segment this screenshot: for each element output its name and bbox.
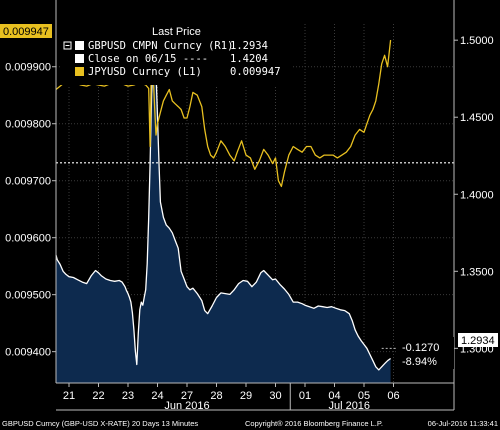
- right-tick-label: 1.3500: [460, 266, 494, 278]
- x-tick-label: 21: [63, 390, 75, 402]
- left-tick-label: 0.009700: [5, 176, 51, 188]
- gbpusd-area-fill: [56, 52, 391, 383]
- x-tick-label: 29: [240, 390, 252, 402]
- legend-label: Close on 06/15 ----: [88, 53, 208, 65]
- x-tick-label: 06: [387, 390, 399, 402]
- right-tick-label: 1.4500: [460, 112, 494, 124]
- x-tick-label: 28: [210, 390, 222, 402]
- x-tick-label: 30: [269, 390, 281, 402]
- axes-layer: 0.009400 0.009500 0.009600 0.009700 0.009800…: [5, 0, 494, 412]
- footer-right: 06-Jul-2016 11:33:41: [428, 419, 498, 428]
- x-tick-label: 04: [328, 390, 340, 402]
- left-tick-label: 0.009800: [5, 119, 51, 131]
- month-label: Jul 2016: [328, 400, 370, 412]
- footer: GBPUSD Curncy (GBP-USD X-RATE) 20 Days 1…: [2, 419, 498, 428]
- legend-swatch: [75, 41, 84, 50]
- legend: Last Price GBPUSD CMPN Curncy (R1)1.2934 C…: [60, 18, 292, 85]
- jpy-last-box: [0, 24, 52, 38]
- legend-value: 1.2934: [230, 40, 268, 52]
- legend-value: 0.009947: [230, 66, 281, 78]
- right-tick-label: 1.4000: [460, 189, 494, 201]
- x-tick-label: 05: [358, 390, 370, 402]
- left-tick-label: 0.009900: [5, 62, 51, 74]
- legend-title: Last Price: [152, 26, 201, 38]
- change-box: [397, 337, 454, 369]
- x-tick-label: 24: [151, 390, 163, 402]
- legend-label: JPYUSD Curncy (L1): [88, 66, 202, 78]
- legend-value: 1.4204: [230, 53, 268, 65]
- callouts-layer: 0.009947 1.2934 -0.1270 -8.94%: [0, 24, 498, 369]
- footer-left: GBPUSD Curncy (GBP-USD X-RATE) 20 Days 1…: [2, 419, 198, 428]
- series-area-layer: [56, 52, 391, 383]
- x-tick-label: 27: [181, 390, 193, 402]
- legend-swatch: [75, 54, 84, 63]
- month-label: Jun 2016: [164, 400, 209, 412]
- right-tick-label: 1.5000: [460, 35, 494, 47]
- legend-expand-box: [63, 41, 72, 50]
- footer-center: Copyright® 2016 Bloomberg Finance L.P.: [245, 419, 383, 428]
- gbp-last-label: 1.2934: [461, 335, 495, 347]
- left-tick-label: 0.009500: [5, 290, 51, 302]
- change-percent: -8.94%: [402, 356, 437, 368]
- x-tick-label: 22: [92, 390, 104, 402]
- legend-label: GBPUSD CMPN Curncy (R1): [88, 40, 233, 52]
- x-tick-label: 01: [299, 390, 311, 402]
- gbpusd-line: [55, 51, 391, 371]
- gbp-last-box: [458, 333, 498, 347]
- change-value: -0.1270: [402, 342, 439, 354]
- legend-swatch: [75, 67, 84, 76]
- x-tick-label: 23: [122, 390, 134, 402]
- jpy-last-label: 0.009947: [3, 26, 49, 38]
- left-tick-label: 0.009600: [5, 233, 51, 245]
- left-tick-label: 0.009400: [5, 347, 51, 359]
- legend-box: [60, 18, 292, 85]
